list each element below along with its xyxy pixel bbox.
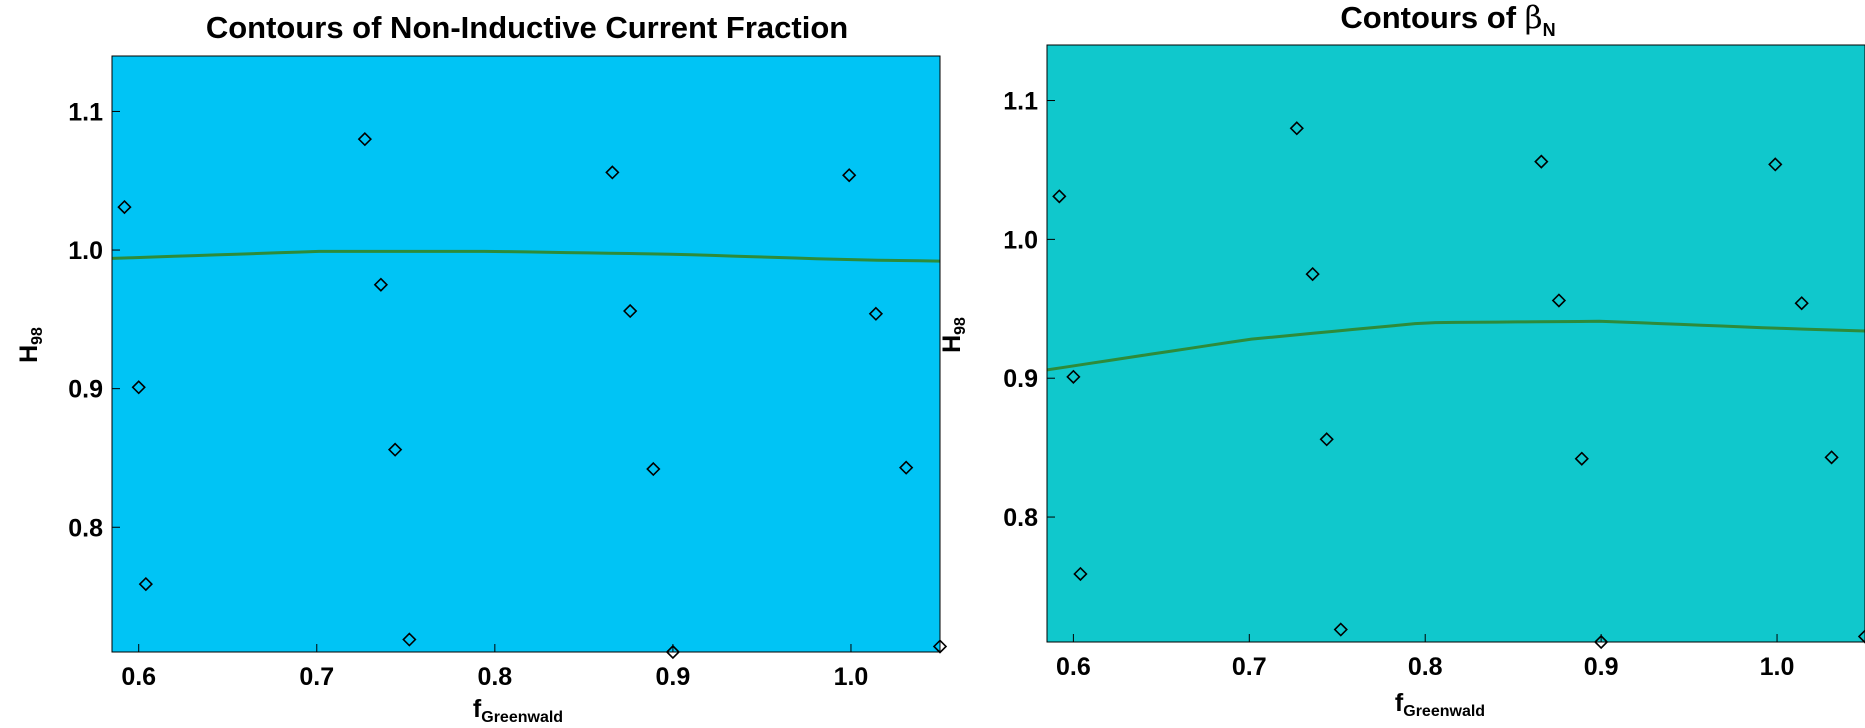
data-point-marker — [138, 576, 153, 592]
x-tick-label: 1.0 — [1760, 653, 1795, 681]
chart-title: Contours of βN — [1340, 0, 1555, 40]
y-tick-label: 0.9 — [1003, 365, 1038, 393]
x-axis-label: fGreenwald — [1395, 689, 1485, 720]
data-point-marker — [842, 168, 857, 183]
data-point-marker — [1593, 634, 1609, 650]
data-point-marker — [899, 460, 914, 475]
y-axis-label: H98 — [15, 327, 46, 363]
highlight-contour-line — [112, 249, 940, 263]
data-point-marker — [623, 303, 638, 319]
data-point-marker — [1824, 450, 1839, 465]
x-axis-label: fGreenwald — [473, 695, 563, 726]
y-tick-label: 1.0 — [68, 237, 103, 265]
highlight-contour-line — [1047, 319, 1865, 372]
y-tick-label: 0.9 — [68, 376, 103, 404]
y-tick-label: 0.8 — [68, 514, 103, 542]
contour-fill — [112, 56, 940, 652]
x-tick-label: 0.8 — [477, 663, 512, 691]
chart-non-inductive-fraction: 0.6 0.7 0.8 0.9 1.0 0.8 0.9 1.0 1.1 Contours of … — [15, 10, 948, 726]
data-point-marker — [373, 277, 389, 292]
contour-band — [1047, 45, 1865, 642]
data-point-marker — [868, 306, 884, 321]
x-tick-label: 0.7 — [1232, 653, 1267, 681]
data-point-marker — [1534, 154, 1549, 169]
y-tick-label: 1.1 — [68, 98, 103, 126]
data-point-marker — [131, 380, 146, 395]
data-point-marker — [1333, 622, 1348, 637]
data-point-marker — [1052, 189, 1067, 204]
axes-frame — [111, 55, 941, 653]
y-axis-label: H98 — [938, 317, 969, 353]
y-tick-label: 1.0 — [1003, 226, 1038, 254]
data-point-marker — [1794, 296, 1809, 311]
data-point-marker — [605, 165, 620, 180]
data-point-marker — [357, 132, 372, 147]
data-point-marker — [1073, 566, 1088, 582]
data-point-marker — [1305, 266, 1320, 282]
data-point-marker — [402, 632, 417, 647]
x-tick-label: 0.6 — [1056, 653, 1091, 681]
data-point-marker — [1066, 369, 1081, 384]
contour-band — [112, 56, 940, 652]
contour-fill — [1047, 45, 1865, 642]
data-point-marker — [387, 442, 403, 457]
chart-title: Contours of Non-Inductive Current Fracti… — [206, 10, 848, 45]
x-tick-label: 0.9 — [656, 663, 691, 691]
data-point-marker — [1289, 121, 1304, 136]
x-tick-label: 0.8 — [1408, 653, 1443, 681]
data-point-marker — [646, 461, 661, 477]
data-point-marker — [1857, 629, 1865, 644]
x-tick-label: 0.6 — [121, 663, 156, 691]
axes-frame — [1046, 44, 1865, 643]
data-point-marker — [1768, 157, 1783, 172]
data-point-marker — [665, 644, 681, 660]
x-tick-label: 0.7 — [299, 663, 334, 691]
x-tick-label: 1.0 — [834, 663, 869, 691]
chart-beta-n: 0.6 0.7 0.8 0.9 1.0 0.8 0.9 1.0 1.1 Contours of … — [938, 0, 1865, 720]
y-tick-label: 0.8 — [1003, 504, 1038, 532]
data-point-marker — [1551, 293, 1567, 308]
x-tick-label: 0.9 — [1584, 653, 1619, 681]
y-tick-label: 1.1 — [1003, 88, 1038, 116]
data-point-marker — [117, 199, 132, 215]
data-point-marker — [1319, 432, 1334, 447]
data-point-marker — [1574, 451, 1589, 466]
